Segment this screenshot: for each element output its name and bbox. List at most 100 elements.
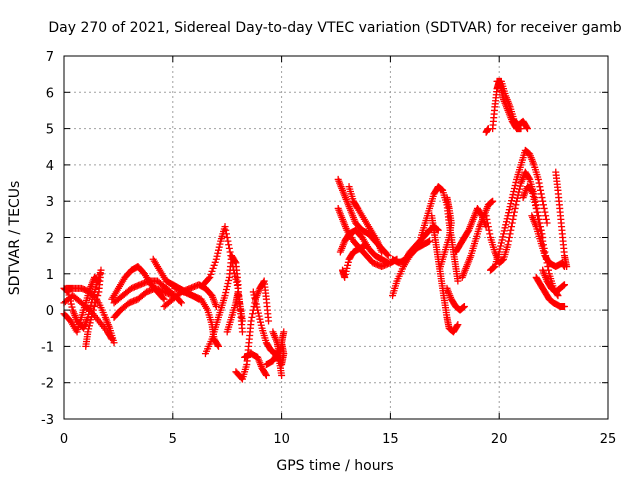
data-point: [262, 370, 270, 378]
data-point: [278, 342, 286, 350]
grid: [64, 56, 608, 419]
data-point: [214, 341, 222, 349]
data-point: [460, 302, 468, 310]
data-point: [512, 201, 520, 209]
data-point: [529, 189, 537, 197]
y-tick-label: 3: [46, 195, 54, 210]
y-tick-label: -1: [41, 340, 54, 355]
series-arc-04: [60, 292, 116, 343]
x-tick-label: 15: [382, 432, 399, 447]
data-point: [207, 270, 215, 278]
data-point: [509, 191, 517, 199]
x-axis-label: GPS time / hours: [276, 458, 393, 474]
series-arc-29: [443, 284, 468, 314]
data-point: [489, 197, 497, 205]
data-point: [443, 194, 451, 202]
y-tick-label: 7: [46, 50, 54, 65]
data-point: [222, 286, 230, 294]
data-point: [90, 302, 98, 310]
data-point: [205, 275, 213, 283]
data-point: [251, 294, 259, 302]
data-point: [344, 261, 352, 269]
data-point: [500, 230, 508, 238]
data-point: [503, 215, 511, 223]
data-point: [534, 175, 542, 183]
data-point: [508, 197, 516, 205]
y-tick-label: 4: [46, 159, 54, 174]
series-arc-41: [482, 125, 492, 136]
data-point: [82, 342, 90, 350]
data-point: [532, 204, 540, 212]
data-point: [231, 258, 239, 266]
chart-title: Day 270 of 2021, Sidereal Day-to-day VTE…: [48, 20, 621, 36]
y-tick-label: -2: [41, 377, 54, 392]
y-tick-label: 1: [46, 268, 54, 283]
data-point: [486, 230, 494, 238]
data-point: [511, 204, 519, 212]
data-point: [223, 283, 231, 291]
data-point: [222, 289, 230, 297]
y-tick-label: 2: [46, 232, 54, 247]
data-point: [108, 335, 116, 343]
data-point: [342, 267, 350, 275]
data-point: [280, 328, 288, 336]
data-point: [224, 237, 232, 245]
series-arc-12: [201, 252, 242, 358]
y-tick-label: 5: [46, 123, 54, 138]
data-points: [60, 77, 571, 383]
data-point: [213, 252, 221, 260]
data-point: [533, 208, 541, 216]
data-point: [68, 303, 76, 311]
data-point: [542, 215, 550, 223]
data-point: [222, 226, 230, 234]
series-arc-40: [552, 168, 571, 271]
data-point: [222, 230, 230, 238]
data-point: [278, 371, 286, 379]
data-point: [86, 319, 94, 327]
data-point: [505, 234, 513, 241]
series-arc-38: [539, 266, 568, 296]
data-point: [210, 261, 218, 269]
data-point: [531, 201, 539, 209]
data-point: [254, 309, 262, 317]
data-point: [209, 264, 217, 272]
x-tick-label: 5: [169, 432, 177, 447]
series-arc-18: [262, 342, 286, 369]
series-arc-39: [532, 273, 568, 310]
y-axis-label: SDTVAR / TECUs: [7, 181, 23, 296]
data-point: [502, 221, 510, 229]
data-point: [87, 316, 95, 324]
series-arc-31: [458, 197, 497, 281]
data-point: [484, 125, 492, 133]
axes: 0 5 10 15 20 25 -3 -2 -1 0 1 2 3 4 5 6 7: [41, 50, 616, 447]
data-point: [539, 201, 547, 209]
data-point: [506, 230, 514, 238]
y-tick-label: -3: [41, 413, 54, 428]
data-point: [454, 321, 462, 329]
data-point: [215, 243, 223, 251]
data-point: [225, 276, 233, 284]
data-point: [539, 197, 547, 205]
series-arc-22: [345, 183, 386, 256]
data-point: [341, 273, 349, 281]
data-point: [484, 223, 492, 231]
data-point: [536, 183, 544, 191]
data-point: [214, 342, 222, 350]
data-point: [212, 302, 220, 310]
data-point: [251, 297, 259, 305]
series-arc-35: [486, 146, 551, 274]
data-point: [341, 270, 349, 278]
data-point: [211, 258, 219, 266]
x-tick-label: 0: [60, 432, 68, 447]
data-point: [225, 244, 233, 252]
data-point: [483, 215, 491, 223]
data-point: [537, 186, 545, 194]
series-arc-13: [223, 288, 246, 336]
series-arc-15: [241, 350, 270, 379]
data-point: [221, 292, 229, 300]
data-point: [257, 321, 265, 329]
data-point: [234, 281, 242, 289]
data-point: [543, 219, 551, 227]
data-point: [502, 218, 510, 226]
data-point: [95, 277, 103, 285]
